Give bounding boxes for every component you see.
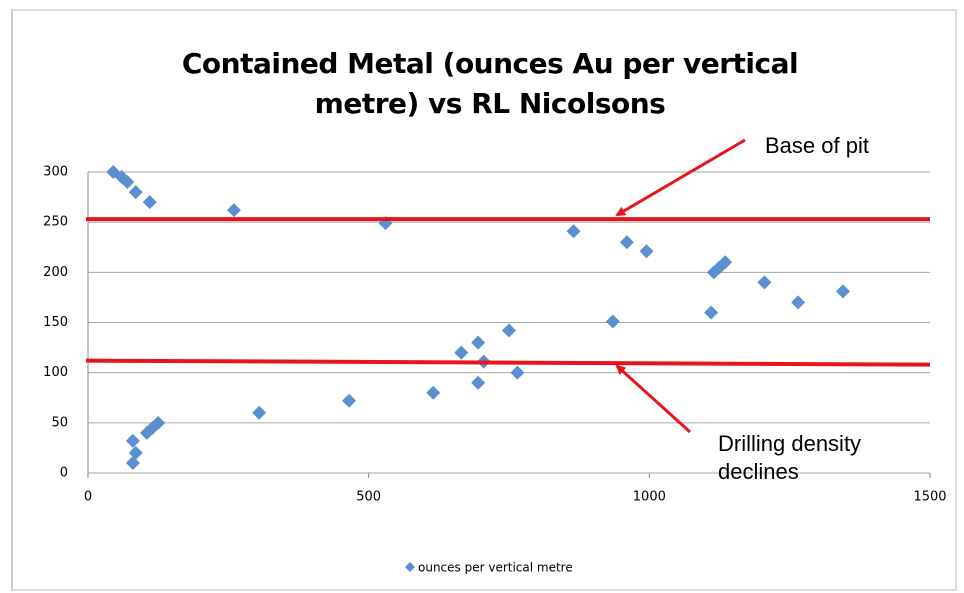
point [704, 305, 719, 320]
point [757, 275, 772, 290]
y-tick-label: 150 [43, 315, 68, 330]
point [718, 255, 733, 270]
point [454, 345, 469, 360]
point [120, 175, 135, 190]
point [426, 385, 441, 400]
annotation: Base of pit [765, 133, 869, 158]
x-tick-label: 500 [356, 490, 381, 505]
x-tick-label: 1500 [913, 490, 946, 505]
point [128, 185, 143, 200]
y-tick-label: 50 [51, 415, 68, 430]
point [252, 405, 267, 420]
point [125, 455, 140, 470]
point [226, 203, 241, 218]
point [835, 284, 850, 299]
point [791, 295, 806, 310]
y-tick-label: 200 [43, 265, 68, 280]
point [619, 235, 634, 250]
annotation: Drilling density declines [718, 431, 862, 484]
x-tick-label: 0 [84, 490, 92, 505]
legend-swatch [405, 562, 415, 572]
arrow [615, 364, 692, 434]
point [471, 375, 486, 390]
y-tick-label: 300 [43, 165, 68, 180]
point [125, 433, 140, 448]
point [142, 195, 157, 210]
point [502, 323, 516, 338]
legend-label: ounces per vertical metre [418, 561, 573, 575]
x-tick-label: 1000 [633, 490, 666, 505]
y-tick-label: 100 [43, 365, 68, 380]
point [139, 425, 154, 440]
y-tick-label: 0 [60, 466, 68, 481]
point [510, 365, 525, 380]
reference-line [85, 358, 931, 367]
point [342, 393, 357, 408]
chart-title: Contained Metal (ounces Au per vertical … [181, 47, 799, 120]
point [639, 244, 654, 259]
point [566, 224, 581, 239]
arrow [615, 138, 746, 217]
point [128, 445, 143, 460]
y-tick-label: 250 [43, 215, 68, 230]
point [471, 335, 486, 350]
point [605, 314, 620, 329]
